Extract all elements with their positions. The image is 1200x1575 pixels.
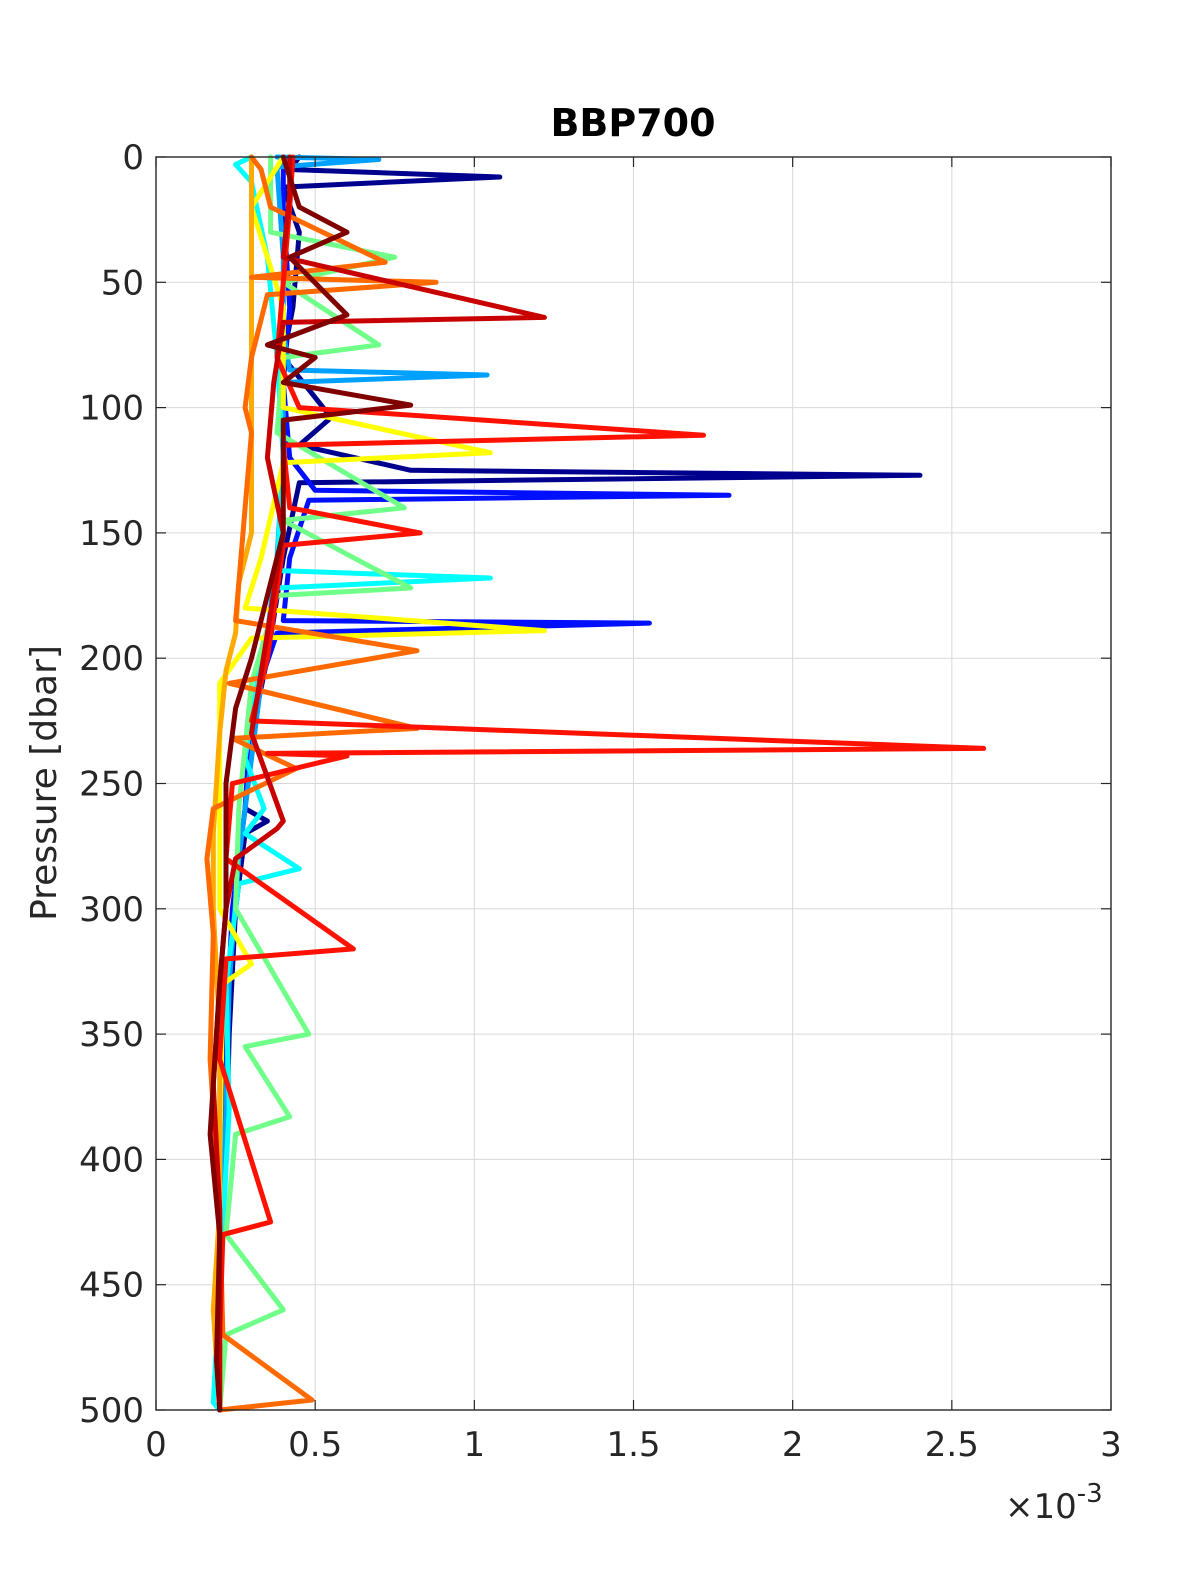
y-tick-label: 400: [79, 1140, 144, 1180]
y-tick-label: 450: [79, 1266, 144, 1306]
x-exponent-label: ×10-3: [1005, 1479, 1103, 1527]
x-tick-label: 1: [464, 1425, 486, 1465]
axis-ticks: 0 0.5 1 1.5 2 2.5 3 0 50 100 150 200 250 300 350 400 450…: [79, 138, 1122, 1465]
y-axis-label: Pressure [dbar]: [24, 645, 65, 921]
y-tick-label: 50: [101, 263, 144, 303]
y-tick-label: 100: [79, 389, 144, 429]
y-tick-label: 350: [79, 1015, 144, 1055]
x-exponent-power: -3: [1077, 1479, 1103, 1509]
x-tick-label: 0.5: [288, 1425, 342, 1465]
x-tick-label: 1.5: [606, 1425, 660, 1465]
series-line-9: [217, 154, 987, 1413]
chart-title: BBP700: [550, 101, 715, 145]
grid: [156, 157, 1111, 1410]
y-tick-label: 250: [79, 765, 144, 805]
x-tick-label: 2.5: [925, 1425, 979, 1465]
plot-series: [204, 154, 987, 1413]
x-tick-label: 0: [145, 1425, 167, 1465]
y-tick-label: 300: [79, 890, 144, 930]
x-tick-label: 3: [1100, 1425, 1122, 1465]
y-tick-label: 150: [79, 514, 144, 554]
series-line-11: [207, 154, 414, 1413]
y-tick-label: 200: [79, 639, 144, 679]
x-tick-label: 2: [782, 1425, 804, 1465]
y-tick-label: 0: [122, 138, 144, 178]
y-tick-label: 500: [79, 1391, 144, 1431]
x-exponent-base: ×10: [1005, 1487, 1077, 1527]
series-line-7: [210, 154, 254, 1413]
